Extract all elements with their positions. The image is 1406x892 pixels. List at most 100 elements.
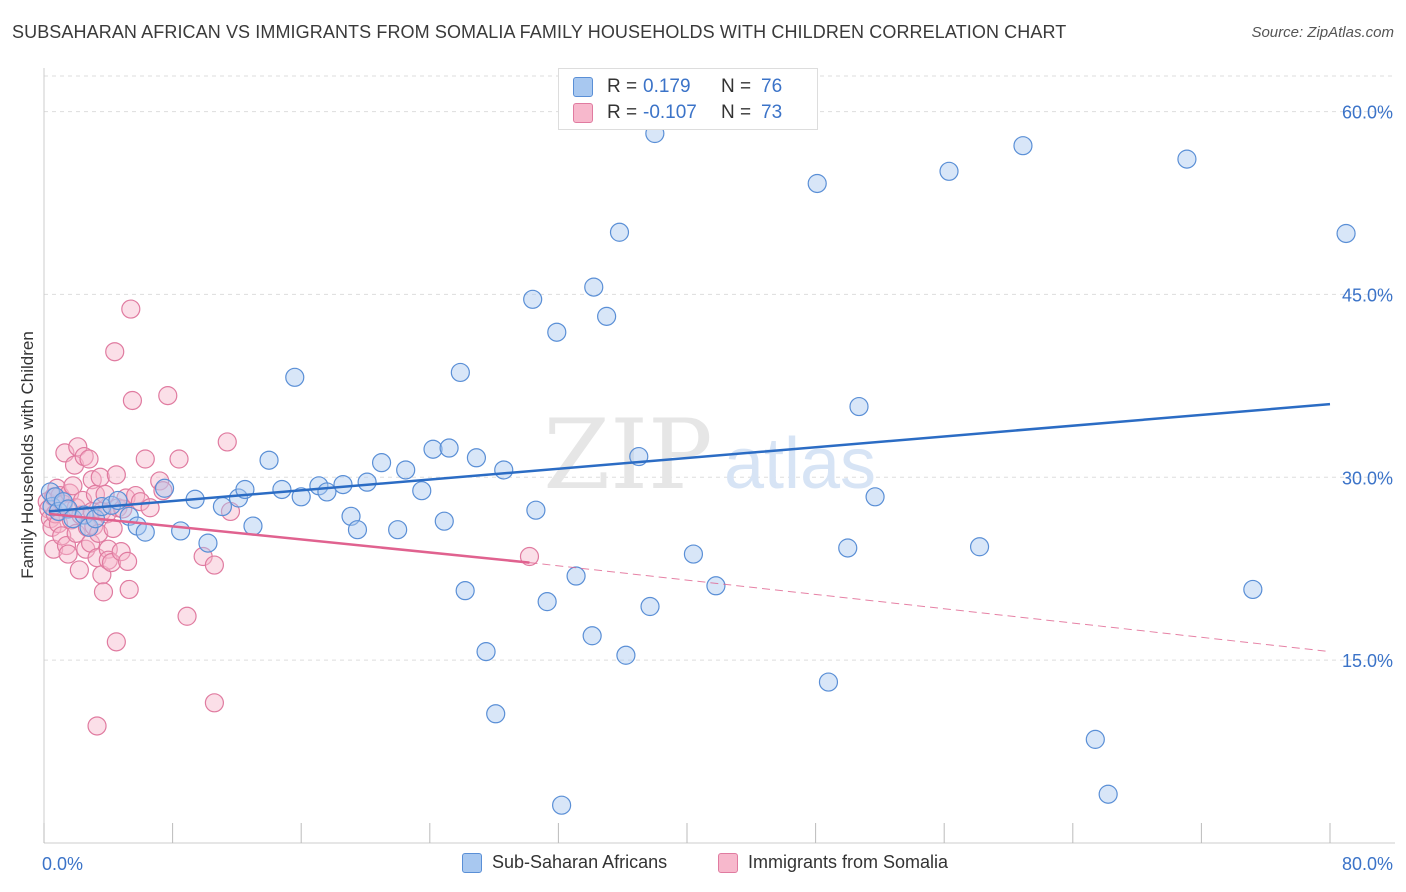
somalia-point (158, 386, 178, 406)
x-tick-label-min: 0.0% (42, 854, 83, 874)
somalia-point (69, 560, 89, 580)
somalia-point (101, 553, 122, 573)
somalia-point (111, 542, 131, 562)
subsaharan-point (537, 592, 557, 612)
subsaharan-point (609, 222, 630, 242)
subsaharan-point (566, 566, 586, 586)
somalia-point (122, 390, 143, 411)
somalia-point (82, 470, 102, 490)
subsaharan-point (476, 642, 496, 662)
subsaharan-point (526, 500, 546, 520)
n-value: 76 (761, 76, 783, 97)
somalia-point (105, 342, 125, 362)
trend-line-subsaharan (48, 402, 1331, 513)
subsaharan-point (285, 367, 305, 387)
subsaharan-point (865, 487, 885, 507)
n-value: 73 (761, 102, 783, 123)
subsaharan-point (388, 520, 408, 540)
r-label: R = (607, 102, 638, 123)
subsaharan-point (423, 439, 443, 459)
somalia-point (106, 632, 126, 652)
r-value: -0.107 (643, 102, 697, 123)
subsaharan-point (154, 478, 175, 498)
somalia-point (106, 465, 126, 485)
subsaharan-point (291, 487, 311, 507)
subsaharan-point (371, 453, 392, 473)
subsaharan-point (357, 472, 377, 492)
somalia-point (68, 437, 88, 457)
y-tick-label: 15.0% (1342, 651, 1393, 671)
tick-labels: 15.0% 30.0% 45.0% 60.0% 0.0% 80.0% (42, 103, 1393, 874)
subsaharan-point (439, 438, 459, 458)
r-value: 0.179 (643, 76, 691, 97)
subsaharan-point (396, 460, 416, 480)
somalia-point (93, 582, 114, 602)
trend-lines (48, 402, 1331, 653)
subsaharan-point (347, 520, 368, 540)
subsaharan-point (74, 505, 94, 525)
subsaharan-point (597, 306, 617, 326)
subsaharan-point (466, 448, 487, 468)
subsaharan-point (640, 596, 660, 617)
subsaharan-point (1098, 784, 1118, 804)
subsaharan-point (450, 362, 470, 383)
r-label: R = (607, 76, 638, 97)
subsaharan-point (616, 645, 636, 665)
series-legend: Sub-Saharan Africans Immigrants from Som… (0, 852, 1406, 878)
legend-row-somalia: R = -0.107 N = 73 (573, 99, 782, 127)
subsaharan-point (272, 479, 292, 500)
subsaharan-point (1177, 149, 1197, 169)
legend-label-somalia: Immigrants from Somalia (748, 852, 949, 872)
subsaharan-point (198, 533, 218, 553)
legend-swatch-pink (573, 103, 593, 123)
subsaharan-point (1243, 579, 1263, 600)
legend-swatch-pink (718, 852, 738, 873)
subsaharan-point (547, 322, 567, 342)
subsaharan-point (969, 537, 990, 557)
subsaharan-point (259, 450, 279, 470)
subsaharan-point (552, 795, 572, 815)
source-label: Source: ZipAtlas.com (1251, 24, 1394, 41)
somalia-point (177, 606, 197, 626)
subsaharan-point (849, 396, 869, 417)
y-tick-label: 45.0% (1342, 285, 1393, 305)
watermark-zip: ZIP (543, 399, 712, 511)
somalia-point (119, 579, 139, 600)
chart-title: SUBSAHARAN AFRICAN VS IMMIGRANTS FROM SO… (12, 22, 1067, 42)
watermark: ZIP atlas (543, 399, 876, 511)
subsaharan-point (333, 475, 353, 495)
somalia-point (58, 544, 78, 564)
subsaharan-point (412, 481, 432, 501)
legend-item-subsaharan: Sub-Saharan Africans (462, 852, 667, 873)
subsaharan-point (818, 672, 839, 692)
somalia-point (90, 467, 110, 487)
legend-swatch-blue (573, 77, 593, 97)
subsaharan-point (434, 511, 454, 531)
subsaharan-point (171, 521, 191, 541)
n-label: N = (721, 76, 752, 97)
somalia-point (89, 523, 109, 543)
subsaharan-point (584, 277, 604, 297)
subsaharan-point (455, 581, 475, 601)
trend-line-somalia-extension (529, 562, 1331, 653)
x-tick-label-max: 80.0% (1342, 854, 1393, 874)
axes (43, 68, 1395, 844)
subsaharan-point (486, 704, 506, 724)
legend-label-subsaharan: Sub-Saharan Africans (492, 852, 668, 872)
subsaharan-point (212, 496, 233, 517)
somalia-point (52, 526, 72, 546)
somalia-point (121, 299, 141, 319)
somalia-point (204, 693, 224, 713)
somalia-point (63, 476, 83, 496)
legend-item-somalia: Immigrants from Somalia (718, 852, 948, 873)
trend-line-somalia (48, 512, 530, 564)
subsaharan-point (1336, 223, 1356, 244)
subsaharan-point (838, 538, 858, 558)
subsaharan-point (939, 161, 959, 181)
subsaharan-point (1013, 136, 1033, 156)
somalia-point (87, 716, 107, 736)
subsaharan-point (1085, 729, 1105, 749)
subsaharan-point (582, 626, 602, 646)
somalia-point (130, 492, 151, 512)
